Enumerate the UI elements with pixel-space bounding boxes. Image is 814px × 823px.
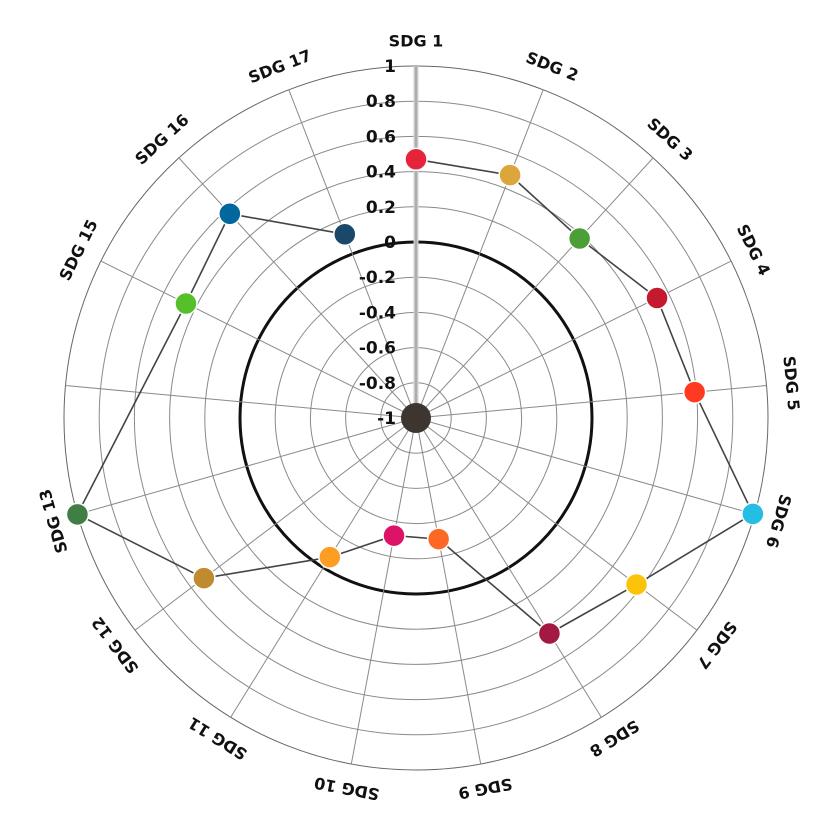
data-point bbox=[404, 147, 428, 172]
category-label: SDG 6 bbox=[762, 492, 795, 550]
data-point bbox=[682, 380, 707, 404]
data-point bbox=[624, 572, 649, 597]
data-point bbox=[426, 527, 451, 551]
category-label: SDG 16 bbox=[131, 110, 192, 168]
data-point bbox=[218, 202, 242, 226]
category-label: SDG 11 bbox=[185, 713, 251, 764]
tick-label: -0.6 bbox=[359, 339, 396, 359]
grid-spoke bbox=[65, 385, 417, 419]
grid-spoke bbox=[415, 89, 544, 419]
grid-spoke bbox=[415, 157, 654, 419]
category-label: SDG 3 bbox=[643, 114, 696, 165]
category-label: SDG 12 bbox=[88, 613, 143, 677]
radar-grid bbox=[63, 65, 769, 771]
category-label: SDG 9 bbox=[457, 774, 514, 803]
tick-label: -0.4 bbox=[359, 303, 396, 323]
series-polyline bbox=[76, 158, 754, 635]
center-dot bbox=[401, 403, 431, 433]
category-label: SDG 8 bbox=[586, 716, 642, 761]
grid-spoke bbox=[178, 157, 417, 419]
tick-label: 0.8 bbox=[366, 92, 396, 112]
grid-spoke bbox=[415, 260, 732, 419]
category-label: SDG 2 bbox=[523, 48, 581, 85]
data-point bbox=[498, 163, 522, 187]
tick-label: -1 bbox=[377, 409, 396, 429]
category-label: SDG 10 bbox=[313, 773, 381, 804]
category-label: SDG 4 bbox=[733, 221, 774, 278]
data-point bbox=[537, 621, 562, 646]
data-point bbox=[65, 502, 90, 527]
data-point bbox=[645, 286, 669, 310]
tick-label: 0.2 bbox=[366, 198, 396, 218]
data-point bbox=[192, 566, 216, 590]
tick-label: 0 bbox=[384, 233, 396, 253]
grid-spoke bbox=[415, 417, 755, 515]
tick-label: -0.8 bbox=[359, 374, 396, 394]
grid-spoke bbox=[288, 89, 417, 419]
data-point bbox=[382, 523, 406, 548]
grid-spoke bbox=[350, 417, 417, 765]
category-label: SDG 13 bbox=[35, 487, 71, 555]
category-label: SDG 5 bbox=[779, 355, 803, 411]
category-label: SDG 17 bbox=[246, 46, 314, 87]
grid-spoke bbox=[134, 417, 417, 631]
tick-label: 1 bbox=[384, 57, 396, 77]
grid-spoke bbox=[77, 417, 417, 515]
grid-spoke bbox=[415, 385, 767, 419]
grid-spoke bbox=[230, 417, 417, 718]
grid-spoke bbox=[415, 417, 602, 718]
data-point bbox=[318, 545, 342, 569]
grid-spoke bbox=[415, 417, 482, 765]
tick-label: 0.4 bbox=[366, 163, 396, 183]
data-point bbox=[174, 291, 198, 316]
tick-label: -0.2 bbox=[359, 268, 396, 288]
radial-tick-labels: 1 0.8 0.6 0.4 0.2 0 -0.2 -0.4 -0.6 -0.8 -1 bbox=[359, 57, 396, 429]
tick-label: 0.6 bbox=[366, 127, 396, 147]
data-point bbox=[333, 222, 357, 246]
data-point bbox=[741, 502, 765, 526]
grid-spoke bbox=[100, 260, 417, 419]
data-point bbox=[567, 226, 592, 251]
category-label: SDG 1 bbox=[389, 32, 444, 51]
series-line bbox=[65, 147, 765, 646]
grid-spoke bbox=[415, 417, 698, 631]
